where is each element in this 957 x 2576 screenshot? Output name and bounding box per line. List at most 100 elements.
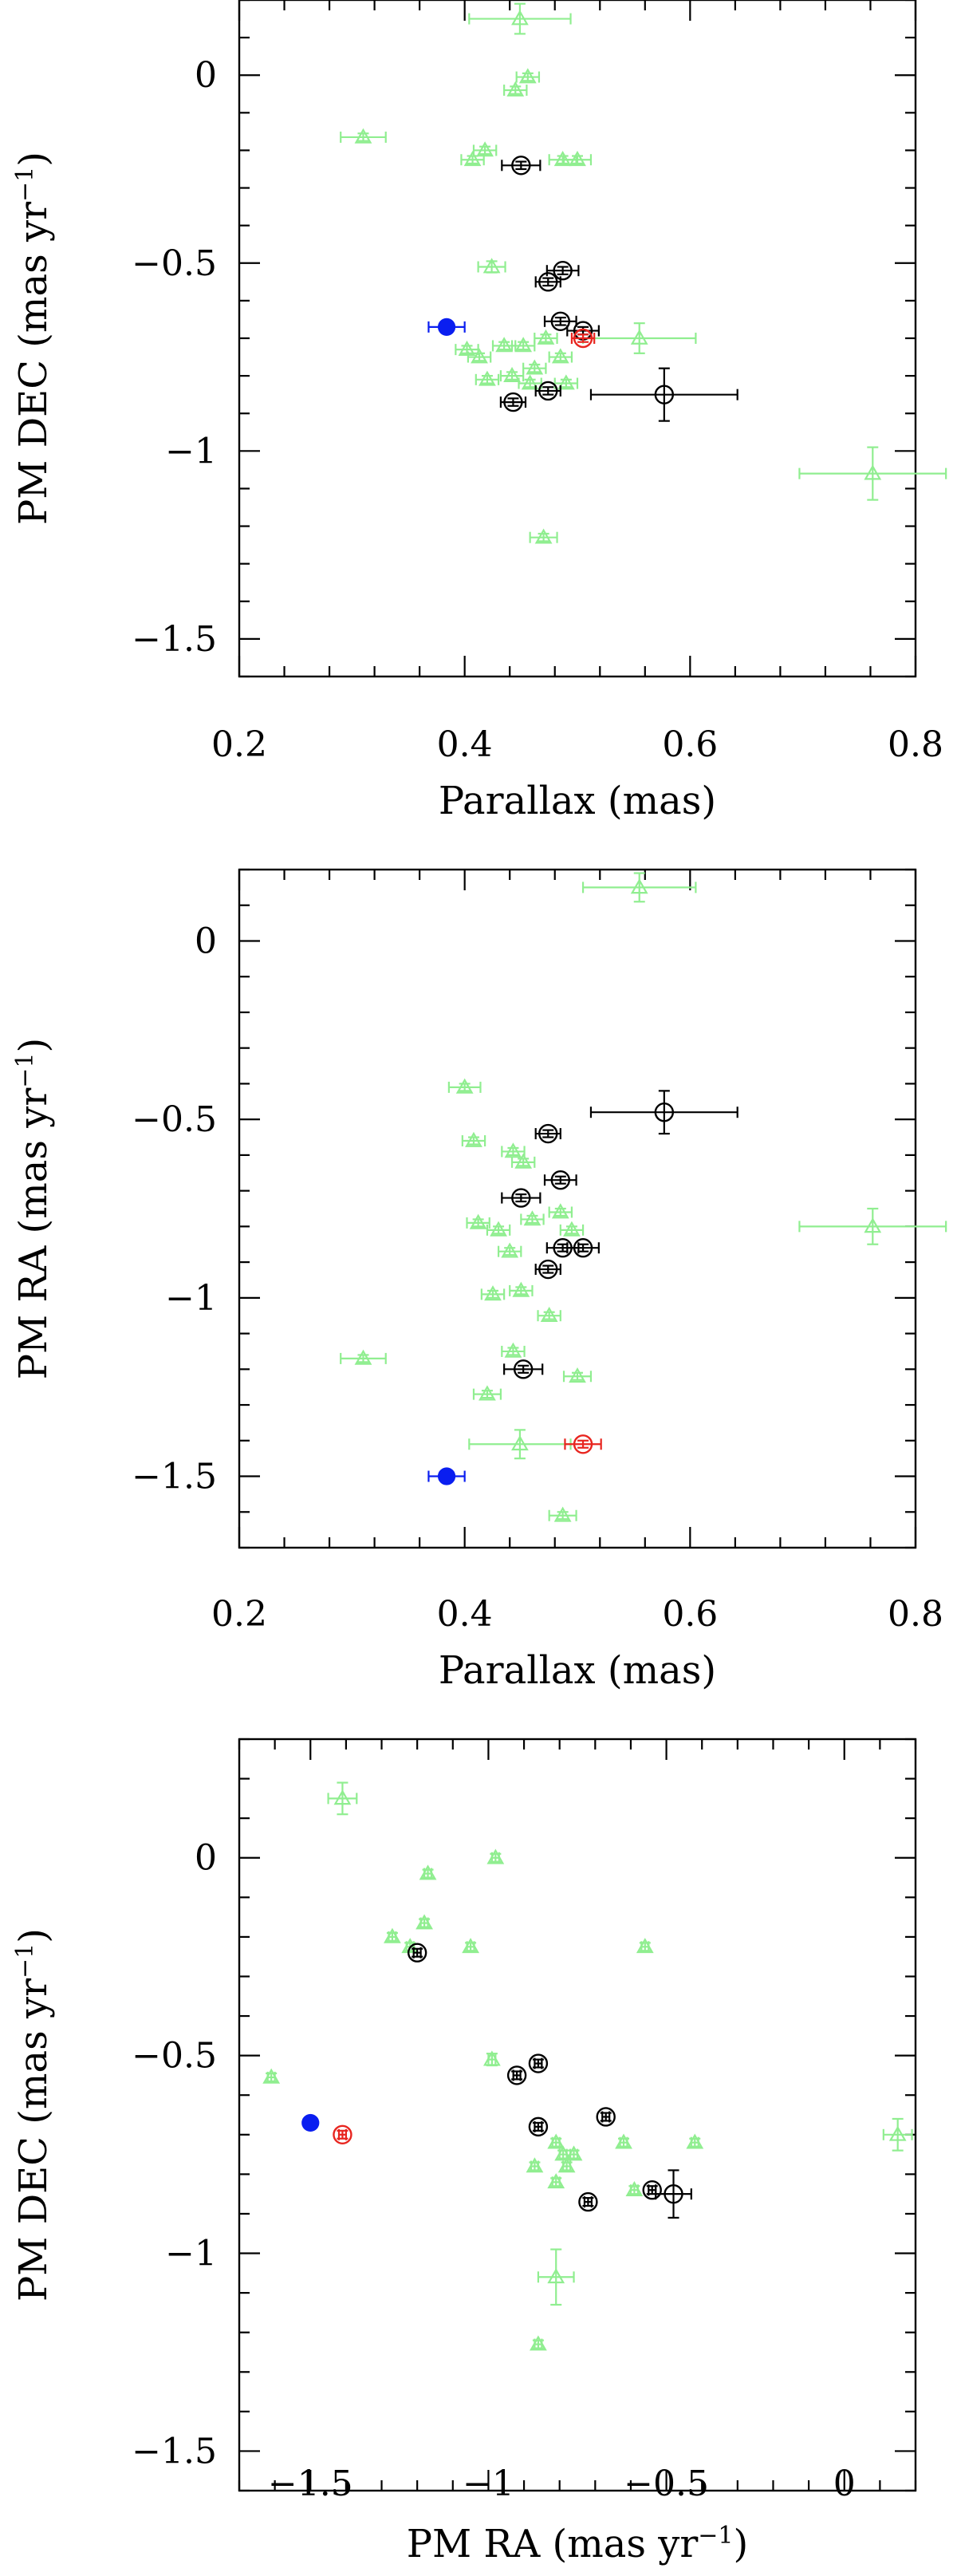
triangle-marker (864, 1217, 882, 1233)
data-point (466, 1213, 490, 1229)
triangle-marker (262, 2068, 281, 2084)
data-point (501, 1342, 526, 1358)
triangle-marker (501, 1242, 519, 1258)
circle-marker (511, 1188, 531, 1208)
triangle-marker (557, 374, 575, 390)
y-axis-label: PM DEC (mas yr−1) (11, 1928, 57, 2302)
data-point (564, 1434, 602, 1454)
data-point (562, 1367, 593, 1383)
panel-pmra-vs-pmdec: −1.5 −1 −0.5 00−0.5−1−1.5PM RA (mas yr−1)PM… (11, 1738, 917, 2566)
triangle-marker (455, 1078, 474, 1094)
triangle-marker (486, 1848, 505, 1864)
triangle-marker (523, 1210, 542, 1226)
data-point (518, 374, 542, 390)
data-point (480, 1285, 506, 1301)
data-point (340, 128, 387, 144)
triangle-marker (419, 1864, 437, 1880)
triangle-marker (478, 370, 496, 386)
x-tick-label: 0.2 (211, 724, 267, 765)
triangle-marker (462, 1938, 480, 1954)
data-point (468, 2, 572, 35)
data-point (543, 1170, 577, 1190)
circle-marker (511, 156, 531, 176)
data-point (534, 1123, 561, 1144)
series-black-members (501, 1090, 738, 1379)
circle-marker (550, 1170, 570, 1190)
data-point (333, 2124, 352, 2144)
triangle-marker (512, 1281, 530, 1297)
triangle-marker (518, 68, 537, 84)
panel-parallax-vs-pmdec: 0.2 0.4 0.6 0.8 0 −0.5 −1 −1.5 Parallax (mas) PM … (11, 0, 947, 823)
triangle-marker (551, 1203, 569, 1219)
triangle-marker (636, 1938, 654, 1954)
triangle-marker (463, 151, 482, 167)
triangle-marker (354, 1349, 372, 1365)
triangle-marker (553, 151, 572, 167)
data-point (510, 1153, 536, 1169)
data-point (509, 1281, 534, 1297)
data-point (596, 2107, 616, 2127)
data-point (503, 81, 528, 97)
data-point (581, 872, 697, 903)
triangle-marker (534, 528, 553, 544)
data-point (501, 156, 542, 176)
circle-marker (573, 1434, 593, 1454)
data-point (327, 1781, 358, 1816)
data-point (537, 1306, 561, 1323)
y-axis-label-sup: −1 (11, 1052, 39, 1087)
data-point (642, 2180, 662, 2200)
x-tick-label: −1 (463, 2464, 514, 2504)
circle-marker (407, 1943, 427, 1963)
circle-marker (642, 2180, 662, 2200)
triangle-marker (495, 337, 514, 353)
y-tick-label: 0 (195, 55, 217, 96)
series-blue-star (427, 1467, 466, 1485)
data-point (522, 359, 547, 375)
data-point (528, 2053, 549, 2073)
triangle-marker (511, 10, 529, 26)
y-tick-label: −1 (165, 1278, 217, 1319)
filled-circle-marker (301, 2113, 320, 2132)
data-point (655, 2169, 692, 2219)
triangle-marker (551, 348, 569, 364)
triangle-marker (547, 2133, 565, 2149)
data-point (548, 348, 573, 364)
data-point (468, 1429, 572, 1460)
data-point (499, 366, 525, 382)
circle-marker (503, 392, 523, 412)
series-red-star (570, 328, 596, 349)
triangle-marker (526, 2157, 544, 2173)
series-blue-star (301, 2113, 320, 2132)
triangle-marker (401, 1938, 419, 1954)
data-point (537, 2248, 575, 2306)
circle-marker (550, 311, 570, 331)
y-axis-label: PM RA (mas yr−1) (11, 1038, 57, 1380)
triangle-marker (333, 1789, 352, 1805)
data-point (503, 1359, 544, 1379)
y-axis-label-main: PM DEC (mas yr (11, 202, 56, 525)
data-point (534, 381, 561, 401)
triangle-marker (458, 340, 476, 356)
triangle-marker (469, 1213, 487, 1229)
data-point (615, 2133, 632, 2149)
x-tick-label: 0.8 (888, 724, 943, 765)
data-point (553, 374, 579, 390)
filled-circle-marker (437, 1467, 456, 1485)
triangle-marker (521, 374, 539, 390)
x-axis-label-main: PM RA (mas yr (407, 2522, 699, 2566)
y-axis-label-close: ) (11, 1038, 56, 1053)
data-point (427, 318, 466, 336)
circle-marker (553, 261, 573, 281)
data-point (543, 311, 577, 331)
data-point (526, 2157, 544, 2173)
data-point (506, 2065, 527, 2085)
triangle-marker (471, 348, 488, 364)
x-axis-label: Parallax (mas) (439, 779, 716, 823)
filled-circle-marker (437, 318, 456, 336)
x-tick-label: 0.2 (211, 1594, 267, 1635)
data-point (798, 1207, 947, 1245)
triangle-marker (625, 2180, 644, 2197)
data-point (497, 1242, 522, 1258)
triangle-marker (465, 1131, 482, 1147)
